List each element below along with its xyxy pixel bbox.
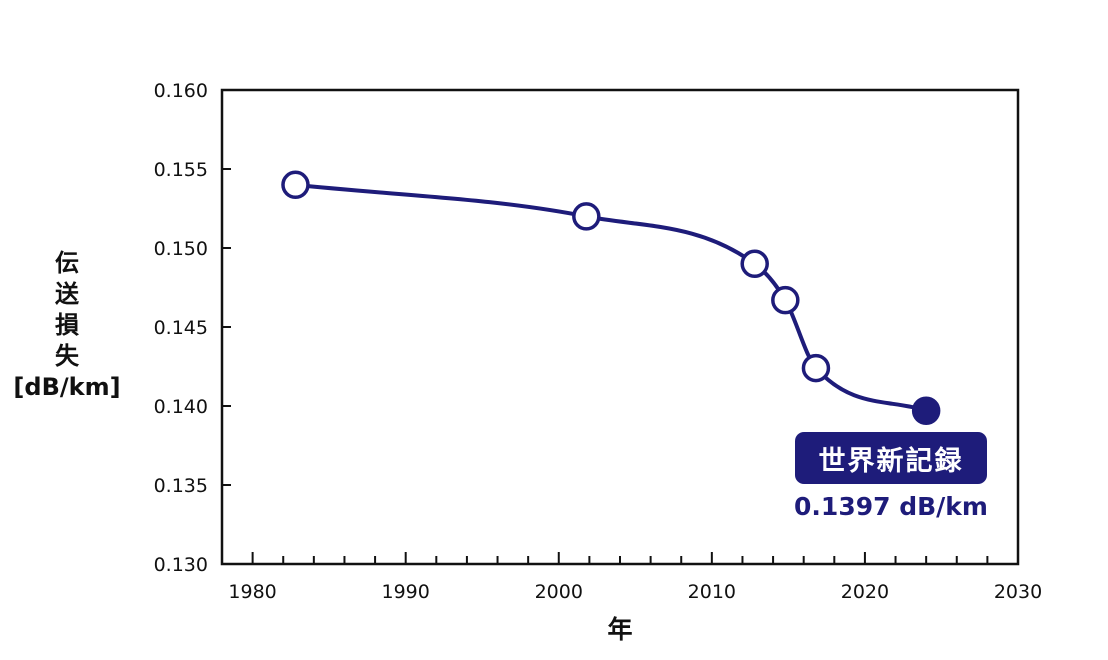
world-record-value: 0.1397 dB/km <box>794 492 988 521</box>
data-point-markers <box>281 170 941 425</box>
y-tick-label: 0.155 <box>154 159 208 181</box>
y-axis-title-line: 送 <box>55 280 79 308</box>
y-tick-label: 0.145 <box>154 317 208 339</box>
x-axis-title: 年 <box>607 615 632 644</box>
y-axis-title-line: 失 <box>55 342 79 370</box>
x-tick-label: 1990 <box>382 581 430 603</box>
data-point <box>572 202 601 231</box>
y-tick-label: 0.140 <box>154 396 208 418</box>
y-axis-title-line: 伝 <box>55 249 79 277</box>
y-axis-title-line: [dB/km] <box>13 373 121 401</box>
x-tick-label: 1980 <box>228 581 276 603</box>
y-axis-title: 伝 送 損 失 [dB/km] <box>4 248 130 403</box>
x-axis-tick-labels: 1980 1990 2000 2010 2020 2030 <box>228 581 1042 603</box>
data-point <box>740 249 769 279</box>
y-tick-label: 0.160 <box>154 80 208 102</box>
y-axis-title-line: 損 <box>55 311 79 339</box>
x-tick-label: 2020 <box>841 581 889 603</box>
x-axis-minor-ticks <box>251 552 989 564</box>
data-point <box>801 353 831 383</box>
world-record-badge: 世界新記録 <box>795 432 987 484</box>
x-tick-label: 2000 <box>535 581 583 603</box>
plot-frame <box>220 88 1020 566</box>
data-point <box>281 170 310 200</box>
series-line <box>293 182 929 413</box>
record-data-point <box>911 396 941 425</box>
y-tick-label: 0.130 <box>154 554 208 576</box>
y-axis-tick-labels: 0.130 0.135 0.140 0.145 0.150 0.155 0.160 <box>154 80 231 576</box>
y-tick-label: 0.135 <box>154 475 208 497</box>
x-tick-label: 2030 <box>994 581 1042 603</box>
data-point <box>771 285 800 315</box>
y-tick-label: 0.150 <box>154 238 208 260</box>
x-tick-label: 2010 <box>688 581 736 603</box>
